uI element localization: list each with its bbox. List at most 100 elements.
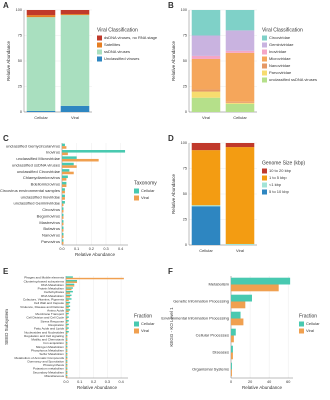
legend-title: Viral Classification <box>97 27 138 33</box>
y-tick-label: 50 <box>183 59 187 63</box>
y-tick-label: Nanovirus <box>42 233 60 238</box>
legend-swatch <box>262 35 267 41</box>
bar <box>62 216 64 219</box>
bar <box>66 341 68 344</box>
y-axis-label: Relative Abundance <box>171 173 176 214</box>
legend-swatch <box>97 42 102 48</box>
x-tick-label: Viral <box>71 115 79 120</box>
y-tick-label: Begomovirus <box>37 213 60 218</box>
bar <box>66 316 69 318</box>
y-tick-label: 75 <box>183 167 187 171</box>
bar-segment <box>191 143 221 151</box>
x-axis-label: Relative Abundance <box>242 385 283 390</box>
bar-segment <box>60 14 90 16</box>
y-tick-label: unclassified Inoviridae <box>21 194 61 199</box>
legend-swatch <box>262 63 267 69</box>
bar <box>62 178 67 181</box>
y-tick-label: Fatty Acids and Lipids <box>34 327 64 331</box>
legend-swatch <box>262 56 267 62</box>
bar <box>231 345 233 353</box>
bar <box>62 207 64 210</box>
bar <box>62 209 64 213</box>
bar <box>66 288 72 291</box>
legend-label: Geminiviridae <box>269 42 294 47</box>
bar-segment <box>26 15 56 18</box>
bar-segment <box>225 52 255 102</box>
y-tick-label: Miscellaneous <box>44 374 64 378</box>
bar-segment <box>225 10 255 31</box>
bar-segment <box>191 89 221 92</box>
panel-label: B <box>168 1 174 10</box>
x-tick-label: 0.2 <box>89 247 94 251</box>
bar <box>62 171 74 175</box>
legend-label: 5 to 10 kbp <box>269 189 290 194</box>
bar-segment <box>225 50 255 53</box>
y-tick-label: Metabolism <box>209 282 230 287</box>
bar <box>66 283 75 286</box>
bar <box>66 292 71 294</box>
bar-segment <box>225 143 255 148</box>
bar <box>231 318 244 326</box>
bar <box>66 280 78 282</box>
x-tick-label: 0.3 <box>105 380 110 384</box>
y-tick-label: Cell Division and Cell Cycle <box>26 316 64 320</box>
bar-segment <box>191 10 221 36</box>
bar <box>62 184 67 187</box>
y-tick-label: Chlamydiamicrovirus <box>23 175 60 180</box>
legend-swatch <box>299 328 304 334</box>
legend-swatch <box>134 195 139 201</box>
bar <box>62 241 64 245</box>
y-tick-label: unclassified Gemycircularvirus <box>6 143 60 148</box>
x-tick-label: Cellular <box>34 115 48 120</box>
legend-swatch <box>262 168 267 174</box>
bar-segment <box>191 206 221 245</box>
bar-segment <box>225 103 255 112</box>
x-tick-label: Cellular <box>233 115 247 120</box>
legend-label: <1 kbp <box>269 182 282 187</box>
legend-label: Nanoviridae <box>269 63 291 68</box>
bar <box>66 276 73 278</box>
bar <box>231 362 232 370</box>
bar-segment <box>191 97 221 112</box>
legend-label: Cellular <box>306 321 320 326</box>
bar <box>62 213 64 217</box>
bar <box>66 317 68 320</box>
legend-label: Viral <box>141 328 149 333</box>
bar <box>231 328 236 336</box>
bar <box>62 222 64 226</box>
bar <box>66 277 124 280</box>
y-tick-label: 25 <box>183 218 187 222</box>
legend-swatch <box>262 77 267 83</box>
bar <box>66 310 69 313</box>
bar-segment <box>191 205 221 207</box>
bar <box>66 334 68 337</box>
y-tick-label: Diseases <box>213 350 229 355</box>
bar <box>66 363 68 366</box>
bar <box>62 229 64 232</box>
y-tick-label: DNA Metabolism <box>41 283 64 287</box>
y-tick-label: 75 <box>18 34 22 38</box>
y-tick-label: Iron acquisition <box>43 341 64 345</box>
y-tick-label: Nitrogen Metabolism <box>36 345 65 349</box>
bar <box>66 368 68 371</box>
bar <box>66 338 68 340</box>
bar <box>62 194 65 198</box>
bar <box>62 146 67 149</box>
y-tick-label: Protein Metabolism <box>38 287 65 291</box>
y-axis-label: Relative Abundance <box>171 40 176 81</box>
bar <box>66 339 68 342</box>
y-tick-label: Respiration <box>48 323 64 327</box>
panel-label: A <box>3 1 9 10</box>
bar <box>66 290 73 293</box>
bar <box>62 181 67 185</box>
bar <box>66 367 68 369</box>
bar-segment <box>191 55 221 59</box>
legend-swatch <box>299 321 304 327</box>
bar <box>66 296 71 298</box>
legend-label: dsDNA viruses, no RNA stage <box>104 35 158 40</box>
bar <box>66 365 68 367</box>
legend-title: Fraction <box>299 313 317 319</box>
x-tick-label: 0.0 <box>63 380 68 384</box>
legend-title: Genome Size (kbp) <box>262 160 305 166</box>
